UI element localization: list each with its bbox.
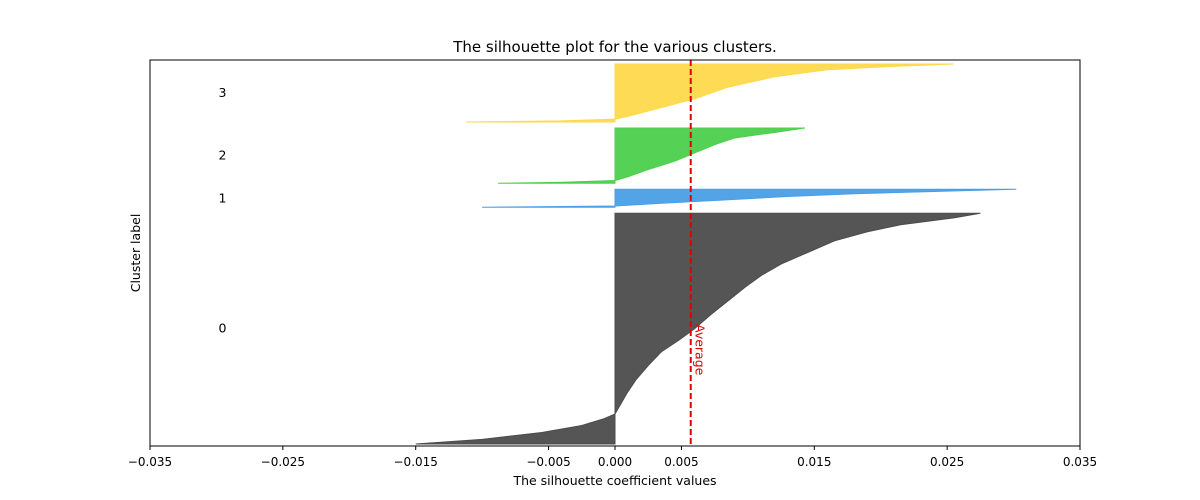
- x-tick-label: 0.035: [1063, 455, 1097, 469]
- cluster-1-silhouette: [482, 188, 1017, 208]
- cluster-2-silhouette: [498, 127, 806, 184]
- x-tick-label: 0.000: [598, 455, 632, 469]
- x-tick-label: −0.025: [261, 455, 305, 469]
- chart-title: The silhouette plot for the various clus…: [452, 38, 777, 56]
- cluster-0-silhouette: [415, 212, 981, 445]
- x-tick-label: 0.015: [797, 455, 831, 469]
- cluster-labels: 0 1 2 3: [218, 85, 226, 336]
- x-tick-label: 0.025: [930, 455, 964, 469]
- average-label: Average: [693, 324, 708, 376]
- cluster-fills: [415, 63, 1017, 445]
- x-tick-label: −0.035: [128, 455, 172, 469]
- cluster-label-1: 1: [218, 190, 226, 205]
- x-tick-label: −0.005: [526, 455, 570, 469]
- cluster-label-3: 3: [218, 85, 226, 100]
- cluster-3-silhouette: [466, 63, 954, 123]
- cluster-label-2: 2: [218, 148, 226, 163]
- x-axis-label: The silhouette coefficient values: [512, 473, 716, 488]
- x-tick-label: 0.005: [664, 455, 698, 469]
- y-axis-label: Cluster label: [128, 214, 143, 293]
- x-tick-label: −0.015: [394, 455, 438, 469]
- x-axis-ticks: −0.035 −0.025 −0.015 −0.005 0.000 0.005 0.015 0…: [128, 446, 1097, 469]
- cluster-label-0: 0: [218, 321, 226, 336]
